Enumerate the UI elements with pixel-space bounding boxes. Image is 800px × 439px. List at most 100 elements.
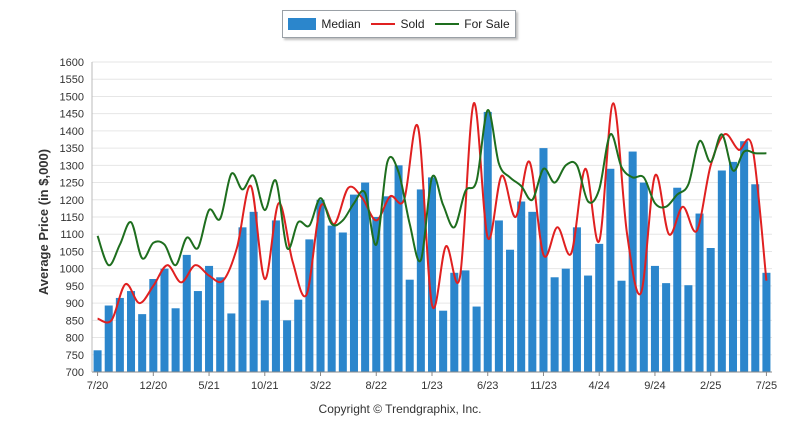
legend-swatch-sold — [371, 23, 396, 25]
median-bar — [93, 350, 102, 372]
y-tick-label: 1300 — [60, 160, 84, 172]
legend-item-for-sale: For Sale — [435, 17, 510, 31]
median-bar — [327, 225, 336, 372]
median-bar — [138, 314, 147, 372]
y-tick-label: 850 — [66, 315, 84, 327]
for-sale-line-layer — [96, 109, 767, 267]
x-tick-label: 2/25 — [700, 380, 721, 392]
y-tick-label: 950 — [66, 281, 84, 293]
median-bar — [595, 243, 604, 372]
y-tick-label: 1400 — [60, 126, 84, 138]
median-bar — [762, 272, 771, 372]
x-tick-label: 7/20 — [87, 380, 108, 392]
median-bar — [305, 239, 314, 372]
median-bar — [383, 196, 392, 372]
y-tick-label: 750 — [66, 350, 84, 362]
median-bar — [405, 279, 414, 372]
y-tick-label: 1200 — [60, 195, 84, 207]
x-tick-label: 11/23 — [530, 380, 557, 392]
legend-item-median: Median — [288, 17, 361, 31]
median-bar — [717, 170, 726, 372]
median-bar — [439, 310, 448, 372]
median-bar — [684, 285, 693, 372]
y-tick-label: 1450 — [60, 109, 84, 121]
median-bar — [561, 268, 570, 372]
x-tick-label: 12/20 — [140, 380, 168, 392]
x-tick-label: 4/24 — [589, 380, 610, 392]
sold-line — [97, 102, 768, 324]
median-bar — [115, 297, 124, 372]
y-tick-label: 900 — [66, 298, 84, 310]
median-bar — [127, 291, 136, 372]
median-bar — [316, 199, 325, 372]
x-tick-label: 6/23 — [477, 380, 498, 392]
median-bar — [740, 141, 749, 372]
median-bar — [461, 270, 470, 372]
median-bar — [506, 249, 515, 372]
median-bar — [238, 227, 247, 372]
median-bar — [271, 220, 280, 372]
median-bar — [628, 151, 637, 372]
median-bar — [349, 194, 358, 372]
y-axis-ticks: 700 750 800 850 900 950 1000 1050 1100 1150 1200 12… — [60, 57, 84, 379]
median-bar — [294, 299, 303, 372]
y-tick-label: 700 — [66, 367, 84, 379]
median-bar — [427, 177, 437, 372]
median-bar — [494, 220, 503, 372]
median-bar — [606, 168, 615, 372]
median-bar — [149, 279, 158, 372]
x-axis-ticks: 7/20 12/20 5/21 10/21 3/22 8/22 1/23 6/23 11/23 4… — [87, 372, 777, 392]
x-tick-label: 5/21 — [198, 380, 219, 392]
median-bar — [182, 254, 191, 372]
sold-line-layer — [97, 102, 768, 324]
y-tick-label: 1150 — [60, 212, 84, 224]
median-bar — [483, 111, 492, 372]
legend-label-sold: Sold — [400, 17, 425, 31]
y-tick-label: 1550 — [60, 74, 84, 86]
y-tick-label: 800 — [66, 333, 84, 345]
median-bar — [171, 308, 180, 372]
for-sale-line — [96, 109, 767, 267]
median-bar — [528, 211, 537, 372]
median-bar — [517, 201, 526, 372]
median-bar — [361, 182, 370, 372]
median-bar — [216, 277, 225, 372]
legend-item-sold: Sold — [371, 17, 425, 31]
median-bar — [227, 313, 236, 372]
median-bar — [283, 320, 292, 372]
x-tick-label: 7/25 — [756, 380, 777, 392]
median-bar — [550, 277, 559, 372]
median-bar — [104, 305, 113, 372]
median-bar — [205, 265, 214, 372]
x-tick-label: 8/22 — [366, 380, 387, 392]
median-bar — [673, 187, 682, 372]
median-bar — [472, 306, 481, 372]
median-bar — [416, 189, 425, 372]
copyright-footer: Copyright © Trendgraphix, Inc. — [318, 402, 482, 416]
median-bar — [650, 265, 659, 372]
y-axis-label: Average Price (in $,000) — [36, 149, 51, 295]
median-bar — [338, 232, 347, 372]
y-tick-label: 1100 — [60, 229, 84, 241]
median-bar — [584, 275, 593, 372]
median-bar — [617, 280, 626, 372]
x-tick-label: 3/22 — [310, 380, 331, 392]
legend-label-median: Median — [321, 17, 361, 31]
median-bar — [372, 217, 381, 372]
median-bars — [93, 111, 771, 372]
median-bar — [662, 283, 671, 372]
legend-swatch-median — [288, 18, 317, 30]
y-tick-label: 1350 — [60, 143, 84, 155]
median-bar — [539, 148, 548, 372]
legend-label-for-sale: For Sale — [464, 17, 510, 31]
x-tick-label: 1/23 — [421, 380, 442, 392]
median-bar — [450, 272, 459, 372]
median-bar — [394, 165, 403, 372]
x-tick-label: 10/21 — [251, 380, 279, 392]
y-tick-label: 1600 — [60, 57, 84, 69]
y-tick-label: 1500 — [60, 91, 84, 103]
median-bar — [572, 227, 581, 372]
median-bar — [160, 268, 169, 372]
